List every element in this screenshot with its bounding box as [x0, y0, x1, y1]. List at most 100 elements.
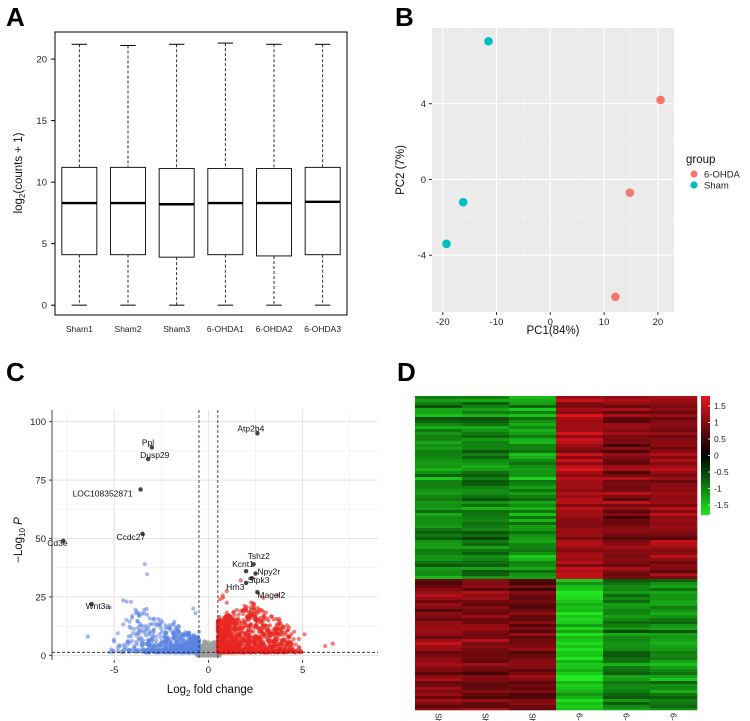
volcano-point-up [263, 610, 269, 615]
heatmap-cell [415, 501, 463, 505]
heatmap-cell [556, 591, 604, 595]
box-6-ohda3 [304, 43, 341, 306]
heatmap-cell [509, 630, 557, 634]
heatmap-cell [415, 597, 463, 601]
heatmap-cell [650, 507, 698, 511]
volcano-gene-label: Ppl [142, 437, 154, 447]
heatmap-cell [556, 660, 604, 664]
heatmap-cell [650, 555, 698, 559]
heatmap-cell [556, 504, 604, 508]
boxplot-x-label: Sham3 [163, 324, 190, 334]
volcano-point-up [261, 595, 266, 600]
heatmap-cell [462, 567, 510, 571]
heatmap-cell [415, 693, 463, 697]
volcano-point-down [171, 634, 176, 639]
heatmap-cell [415, 624, 463, 628]
heatmap-cell [650, 459, 698, 463]
heatmap-cell [415, 636, 463, 640]
heatmap-cell [509, 486, 557, 490]
heatmap-cell [650, 504, 698, 508]
heatmap-cell [603, 570, 651, 574]
volcano-point-down [124, 647, 130, 652]
heatmap-cell [462, 480, 510, 484]
heatmap-cell [462, 627, 510, 631]
heatmap-cell [462, 699, 510, 703]
heatmap-cell [509, 525, 557, 529]
volcano-point-down [133, 607, 138, 612]
heatmap-cell [415, 672, 463, 676]
heatmap-cell [556, 498, 604, 502]
heatmap-cell [415, 492, 463, 496]
heatmap-cell [509, 579, 557, 583]
panel-label-b: B [395, 2, 414, 32]
heatmap-cell [415, 594, 463, 598]
heatmap-cell [415, 480, 463, 484]
volcano-point-down [183, 639, 189, 644]
heatmap-cell [415, 696, 463, 700]
heatmap-cell [556, 663, 604, 667]
heatmap-cell [509, 606, 557, 610]
heatmap-cell [509, 519, 557, 523]
heatmap-cell [462, 507, 510, 511]
heatmap-cell [650, 438, 698, 442]
heatmap-cell [603, 522, 651, 526]
heatmap-cell [603, 597, 651, 601]
volcano-point-up [247, 610, 252, 615]
heatmap-cell [462, 456, 510, 460]
volcano-point-up [242, 637, 247, 642]
heatmap-cell [462, 519, 510, 523]
heatmap-cell [462, 591, 510, 595]
heatmap-cell [650, 690, 698, 694]
volcano-point-up [234, 607, 239, 613]
volcano-point-up [246, 617, 251, 622]
heatmap-cell [556, 672, 604, 676]
box-iqr [110, 166, 146, 256]
volcano-points [85, 562, 335, 658]
heatmap-cell [603, 639, 651, 643]
heatmap-cell [650, 594, 698, 598]
heatmap-cell [650, 699, 698, 703]
volcano-point-down [163, 626, 168, 631]
heatmap-cell [509, 447, 557, 451]
volcano-point-up [225, 640, 230, 645]
heatmap-cell [603, 684, 651, 688]
heatmap-cell [650, 633, 698, 637]
volcano-point-up [280, 625, 285, 630]
heatmap-cell [415, 534, 463, 538]
heatmap-cell [509, 441, 557, 445]
volcano-point-down [151, 628, 156, 633]
heatmap-cell [415, 600, 463, 604]
heatmap-cell [603, 648, 651, 652]
heatmap-cell [650, 678, 698, 682]
heatmap-cell [650, 636, 698, 640]
boxplot-y-axis-title: log2(counts + 1) [13, 132, 27, 213]
volcano-point-down [154, 638, 159, 643]
heatmap-cell [509, 588, 557, 592]
heatmap-cell [650, 582, 698, 586]
volcano-point-up [289, 642, 294, 647]
heatmap-cell [415, 399, 463, 403]
volcano-point-down [179, 642, 185, 647]
heatmap-cell [462, 420, 510, 424]
volcano-point-up [224, 631, 230, 637]
volcano-point-down [154, 646, 159, 651]
heatmap-cell [462, 681, 510, 685]
volcano-point-up [258, 637, 263, 642]
volcano-point-up [256, 629, 261, 634]
heatmap-cell [415, 633, 463, 637]
heatmap-cell [556, 474, 604, 478]
heatmap-cell [556, 609, 604, 613]
heatmap-cell [462, 687, 510, 691]
heatmap-cell [462, 498, 510, 502]
heatmap-cell [462, 450, 510, 454]
pca-y-tick-label: 0 [421, 175, 426, 186]
heatmap-cell [556, 531, 604, 535]
heatmap-cell [603, 627, 651, 631]
volcano-point-down [163, 634, 168, 639]
boxplot-x-label: 6-OHDA3 [304, 324, 341, 334]
heatmap-cell [603, 540, 651, 544]
volcano-point-down [162, 630, 167, 635]
heatmap-cell [603, 573, 651, 577]
heatmap-cell [650, 420, 698, 424]
